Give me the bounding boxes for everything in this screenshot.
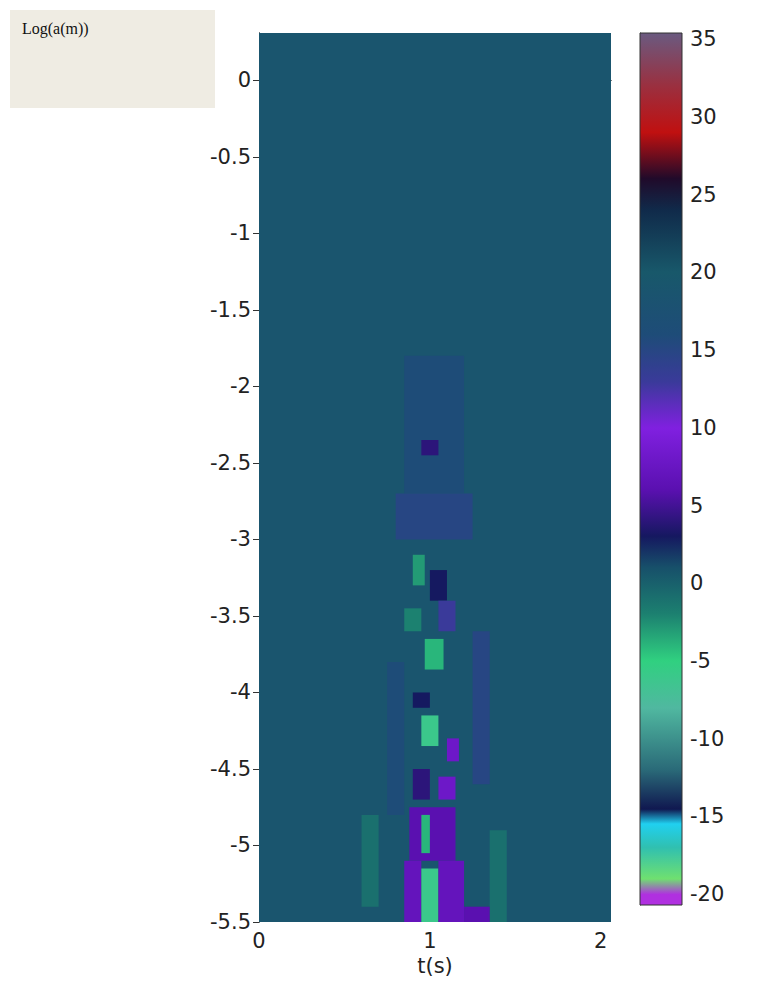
svg-text:Log(a(m)): Log(a(m)) <box>22 20 89 38</box>
svg-text:0: 0 <box>252 929 265 953</box>
svg-text:-2: -2 <box>230 374 251 398</box>
svg-text:15: 15 <box>690 338 717 362</box>
svg-text:-3.5: -3.5 <box>210 604 251 628</box>
svg-text:-2.5: -2.5 <box>210 451 251 475</box>
svg-text:-10: -10 <box>690 727 724 751</box>
svg-text:-4.5: -4.5 <box>210 757 251 781</box>
svg-text:-3: -3 <box>230 527 251 551</box>
svg-text:-1: -1 <box>230 221 251 245</box>
svg-text:10: 10 <box>690 416 717 440</box>
svg-text:-4: -4 <box>230 680 251 704</box>
svg-text:-0.5: -0.5 <box>210 145 251 169</box>
svg-text:-1.5: -1.5 <box>210 298 251 322</box>
svg-text:-15: -15 <box>690 804 724 828</box>
svg-text:-5: -5 <box>690 649 711 673</box>
svg-text:1: 1 <box>423 929 436 953</box>
svg-text:30: 30 <box>690 105 717 129</box>
svg-text:0: 0 <box>690 571 703 595</box>
svg-text:-5.5: -5.5 <box>210 910 251 934</box>
svg-text:0: 0 <box>238 68 251 92</box>
svg-text:t(s): t(s) <box>417 954 453 978</box>
svg-text:-20: -20 <box>690 882 724 906</box>
svg-text:20: 20 <box>690 260 717 284</box>
svg-text:2: 2 <box>594 929 607 953</box>
svg-text:25: 25 <box>690 183 717 207</box>
svg-text:5: 5 <box>690 494 703 518</box>
svg-text:-5: -5 <box>230 833 251 857</box>
svg-text:35: 35 <box>690 27 717 51</box>
